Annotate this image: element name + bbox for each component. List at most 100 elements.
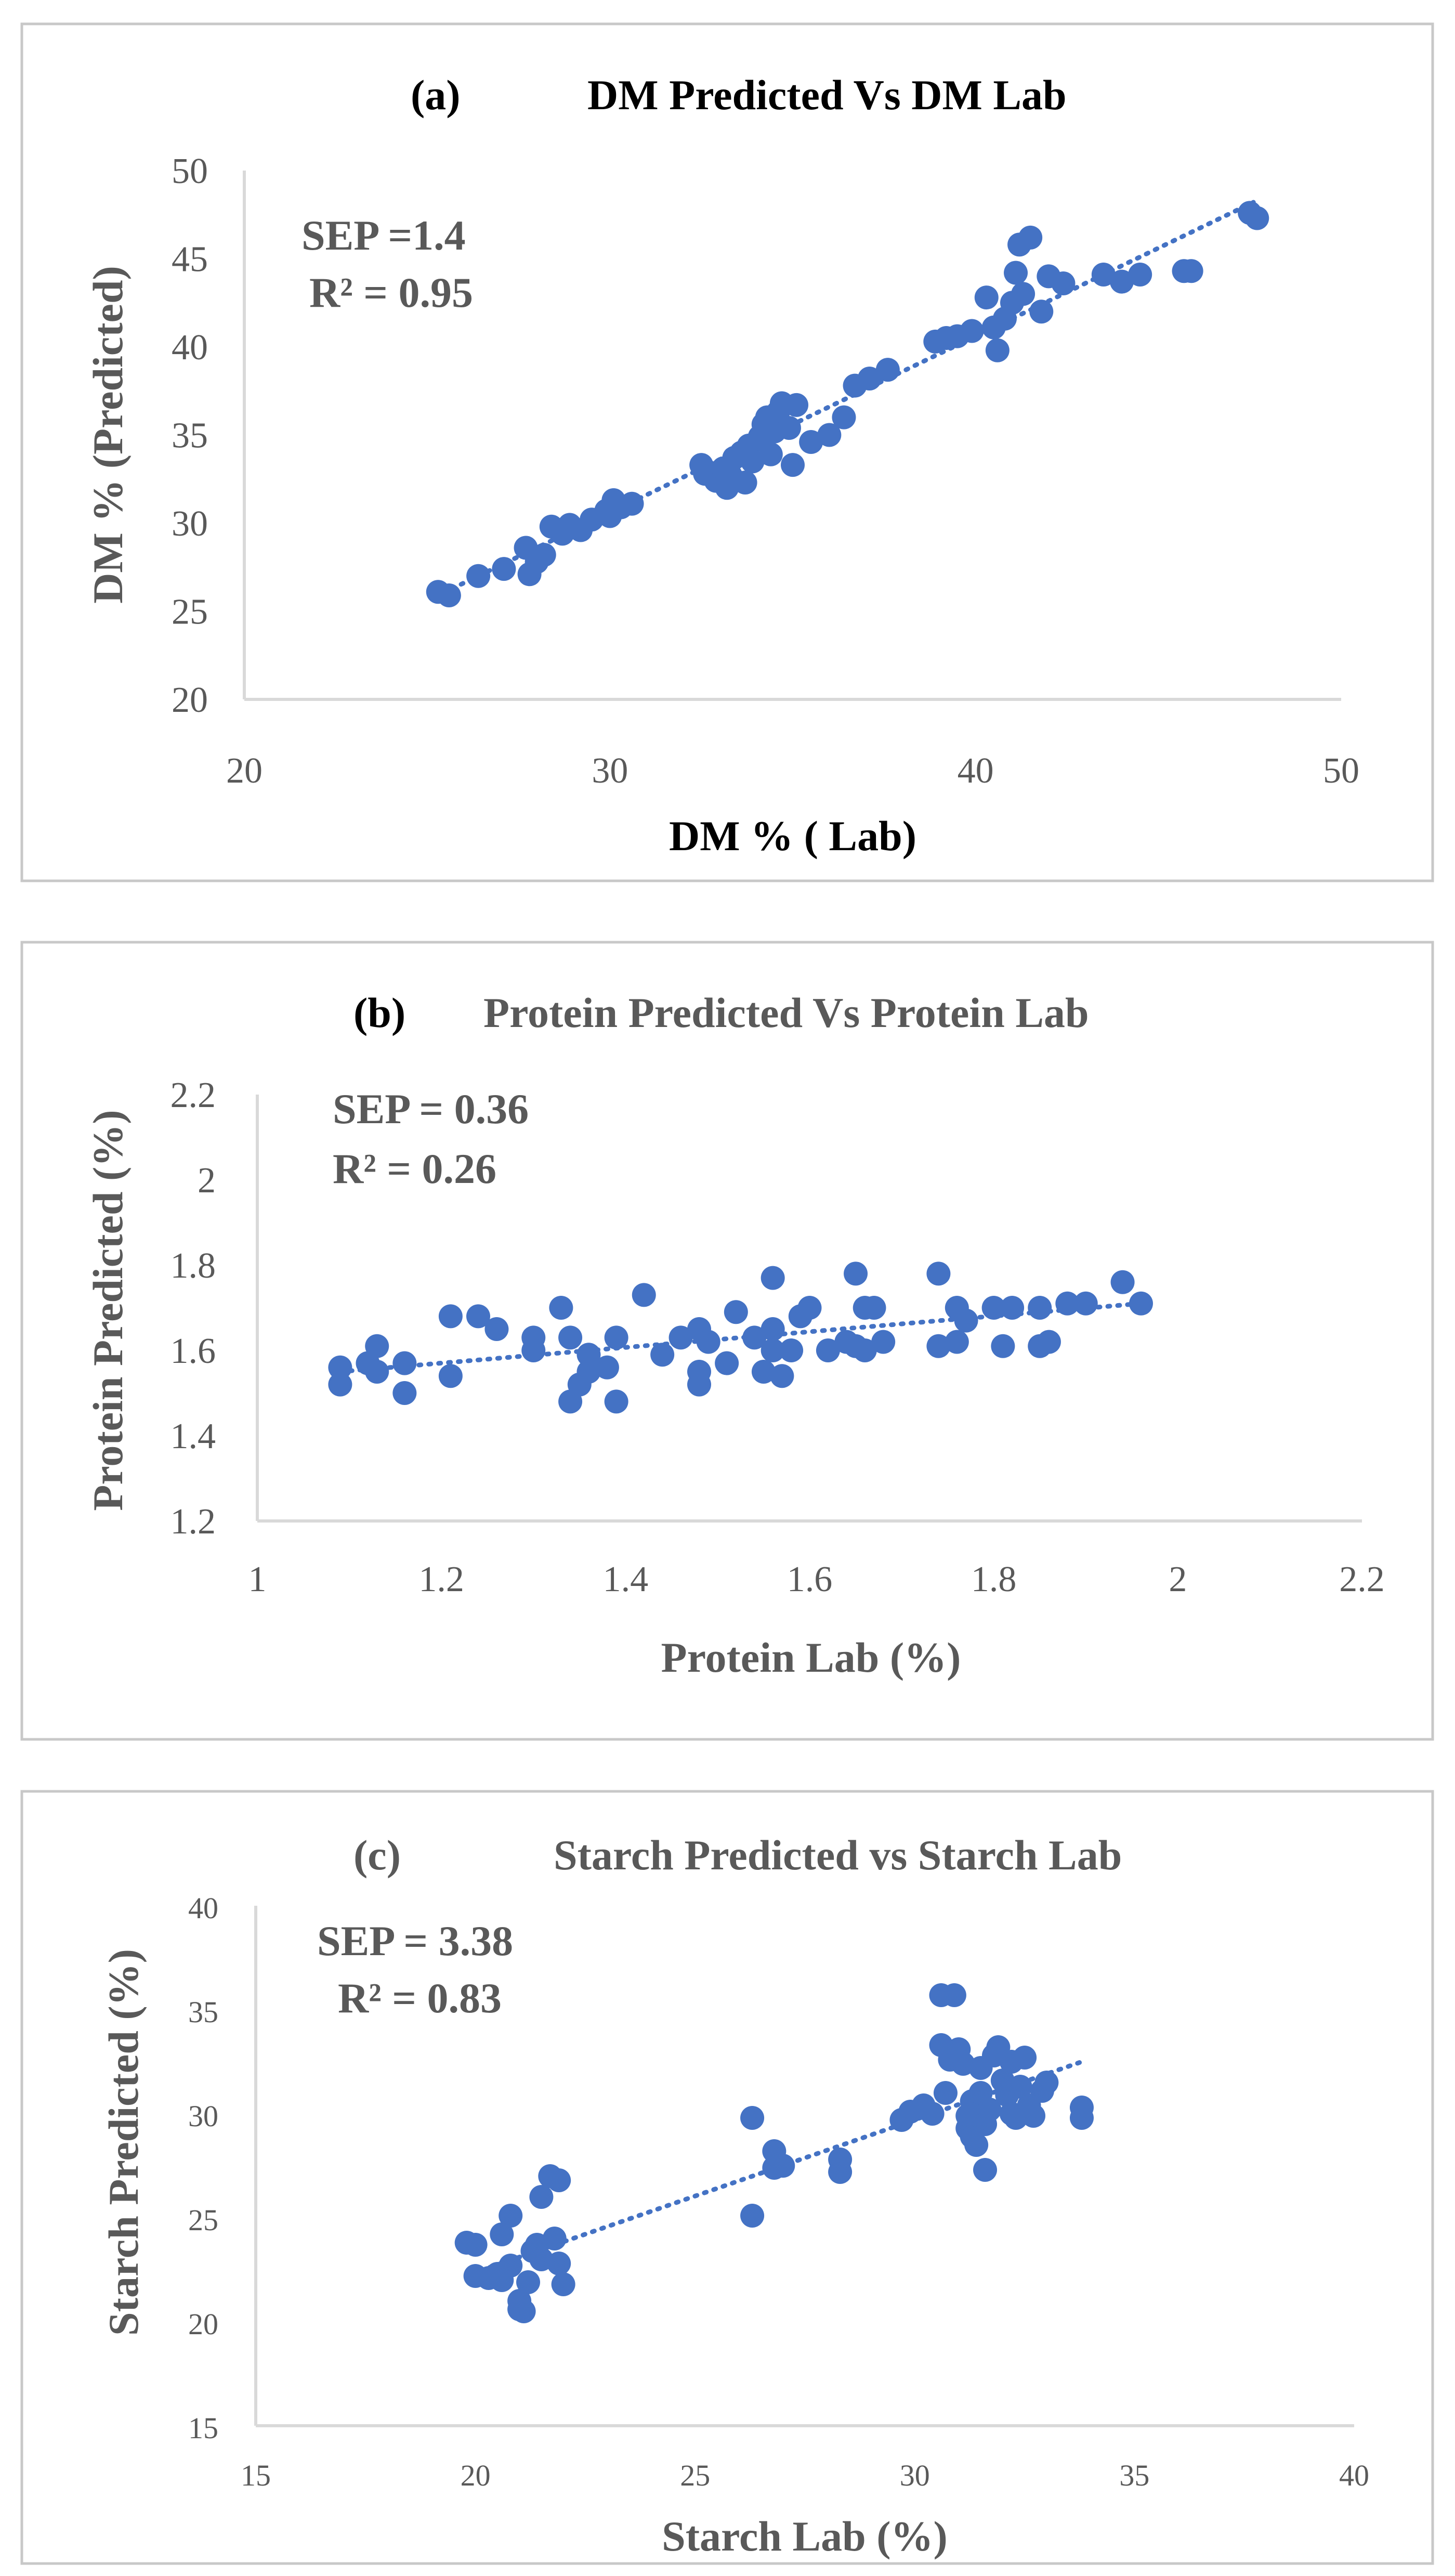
- panel-a-x-label: DM % ( Lab): [669, 812, 916, 860]
- panel-b-data-point: [365, 1360, 389, 1384]
- panel-a-label: (a): [411, 71, 461, 119]
- panel-b-data-point: [438, 1304, 463, 1329]
- panel-b-data-point: [853, 1338, 877, 1362]
- panel-c-data-point: [771, 2154, 795, 2178]
- panel-a-data-point: [1004, 261, 1028, 285]
- panel-a-x-tick-label: 20: [226, 751, 263, 791]
- panel-b-y-tick-label: 2.2: [171, 1075, 216, 1115]
- panel-b-data-point: [521, 1338, 546, 1362]
- panel-b-y-tick-label: 1.6: [171, 1331, 216, 1371]
- panel-c-data-point: [463, 2233, 488, 2257]
- panel-a-data-point: [985, 338, 1010, 362]
- panel-a-data-point: [817, 423, 842, 447]
- panel-c-y-tick-label: 25: [188, 2203, 218, 2237]
- panel-a-data-point: [1128, 263, 1152, 287]
- panel-a-data-point: [857, 367, 882, 391]
- panel-b-data-point: [715, 1351, 739, 1375]
- panel-a-data-point: [781, 453, 805, 477]
- panel-c-data-point: [551, 2272, 575, 2296]
- panel-b-data-point: [926, 1261, 951, 1286]
- panel-b-data-point: [576, 1360, 601, 1384]
- panel-a-y-ticks: 20 25 30 35 40 45 50: [172, 151, 208, 720]
- panel-c-data-point: [977, 2098, 1002, 2122]
- panel-c-x-ticks: 15 20 25 30 35 40: [241, 2458, 1369, 2492]
- panel-b-data-point: [687, 1372, 711, 1397]
- panel-a-data-point: [974, 285, 999, 310]
- panel-a-data-point: [960, 319, 984, 343]
- panel-a-y-tick-label: 50: [172, 151, 208, 191]
- panel-c-y-tick-label: 15: [188, 2411, 218, 2445]
- panel-c-data-point: [942, 1983, 966, 2007]
- panel-b-x-tick-label: 1.2: [418, 1559, 464, 1599]
- panel-c-y-tick-label: 35: [188, 1995, 218, 2029]
- panel-b-x-label: Protein Lab (%): [661, 1634, 961, 1681]
- panel-b-data-point: [770, 1364, 794, 1388]
- panel-a-data-point: [777, 415, 801, 440]
- panel-b-data-point: [751, 1360, 776, 1384]
- panel-b-data-point: [945, 1330, 969, 1354]
- panel-c-data-point: [964, 2133, 989, 2157]
- panel-c-trendline: [468, 2059, 1084, 2276]
- panel-a-y-label: DM % (Predicted): [84, 266, 132, 604]
- panel-c-data-point: [1034, 2071, 1059, 2094]
- panel-c-r2: R² = 0.83: [338, 1974, 502, 2022]
- panel-c-data-point: [828, 2160, 853, 2184]
- panel-b-data-point: [668, 1325, 693, 1350]
- panel-c-x-tick-label: 15: [241, 2458, 271, 2492]
- panel-b-y-label: Protein Predicted (%): [84, 1110, 132, 1511]
- panel-b-data-point: [696, 1330, 720, 1354]
- panel-c-x-label: Starch Lab (%): [662, 2513, 948, 2560]
- panel-b-data-point: [1000, 1296, 1025, 1320]
- panel-c-x-tick-label: 40: [1339, 2458, 1369, 2492]
- panel-b-sep: SEP = 0.36: [333, 1085, 529, 1133]
- panel-a-data-point: [875, 358, 900, 382]
- panel-c-data-point: [529, 2185, 554, 2209]
- panel-b-data-point: [604, 1389, 628, 1414]
- panel-b-r2: R² = 0.26: [333, 1145, 496, 1192]
- panel-b-data-point: [797, 1296, 822, 1320]
- panel-b-data-point: [1129, 1291, 1153, 1316]
- panel-c-data-point: [499, 2254, 523, 2278]
- panel-c-data-point: [740, 2204, 765, 2228]
- panel-b-data-point: [549, 1296, 573, 1320]
- panel-c-y-ticks: 15 20 25 30 35 40: [188, 1891, 218, 2445]
- panel-c-y-tick-label: 40: [188, 1891, 218, 1925]
- panel-c-data-point: [920, 2102, 945, 2126]
- panel-a-data-point: [1179, 259, 1203, 283]
- panel-c-y-tick-label: 30: [188, 2099, 218, 2133]
- panel-c-data-point: [547, 2168, 571, 2192]
- panel-a-data-point: [598, 504, 622, 528]
- panel-a-y-tick-label: 25: [172, 592, 208, 632]
- panel-b-label: (b): [353, 989, 405, 1036]
- panel-a-data-point: [1051, 271, 1076, 295]
- panel-b-data-point: [1073, 1291, 1098, 1316]
- panel-b-data-point: [761, 1266, 785, 1290]
- panel-b-data-point: [558, 1325, 583, 1350]
- panel-b-data-point: [761, 1338, 785, 1362]
- panel-b-data-point: [981, 1296, 1006, 1320]
- panel-b-data-point: [954, 1308, 978, 1333]
- panel-b-y-tick-label: 1.8: [171, 1246, 216, 1286]
- panel-b-x-ticks: 1 1.2 1.4 1.6 1.8 2 2.2: [248, 1559, 1385, 1599]
- panel-c-data-point: [499, 2204, 523, 2228]
- panel-b-data-point: [392, 1351, 417, 1375]
- panel-c-data-point: [973, 2158, 998, 2182]
- panel-c-x-tick-label: 35: [1119, 2458, 1149, 2492]
- panel-b-data-point: [742, 1325, 767, 1350]
- panel-c-y-label: Starch Predicted (%): [100, 1949, 147, 2336]
- panel-b-data-point: [926, 1334, 951, 1358]
- panel-b-y-tick-label: 1.2: [171, 1502, 216, 1542]
- panel-a-data-point: [758, 442, 783, 466]
- panel-a-data-point: [1011, 282, 1035, 306]
- panel-c-sep: SEP = 3.38: [317, 1917, 513, 1964]
- panel-c-data-point: [1013, 2046, 1037, 2070]
- panel-c-label: (c): [353, 1831, 401, 1879]
- panel-b-x-tick-label: 1.8: [971, 1559, 1017, 1599]
- panel-c-data-point: [490, 2222, 514, 2246]
- panel-c-points: [454, 1983, 1094, 2323]
- panel-a-y-tick-label: 40: [172, 328, 208, 368]
- panel-a-x-tick-label: 40: [958, 751, 994, 791]
- panel-c: (c) Starch Predicted vs Starch Lab Starc…: [20, 1790, 1434, 2565]
- panel-b-data-point: [576, 1343, 601, 1367]
